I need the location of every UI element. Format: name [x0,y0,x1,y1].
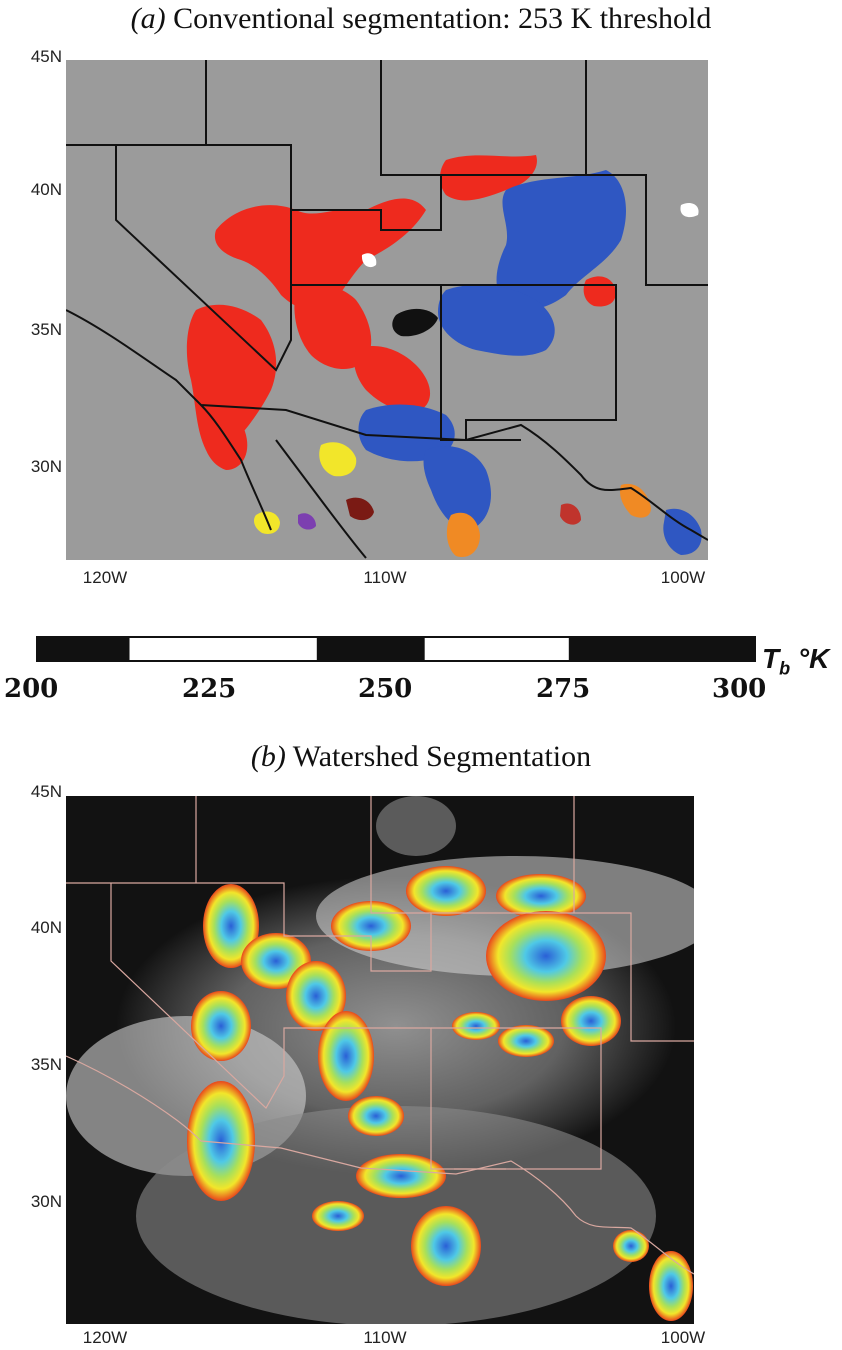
colorbar-segment-2 [316,636,425,662]
colorbar-segment-3 [424,636,569,662]
colorbar-frame [36,636,756,662]
colorbar-unit: Tb °K [762,643,829,680]
colorbar-unit-symbol: T [762,643,780,674]
panel-b-lat-35n: 35N [30,1055,62,1074]
panel-b-lon-110w: 110W [363,1328,407,1347]
panel-a-title: (a) Conventional segmentation: 253 K thr… [0,2,842,36]
panel-a-lat-30n: 30N [30,457,62,476]
panel-b-label: (b) [250,740,286,773]
colorbar-segment-0 [36,636,130,662]
panel-a-red-clusters [186,155,616,470]
colorbar-tick-275: 275 [536,674,591,704]
panel-a-borders [66,60,708,559]
panel-a-lat-40n: 40N [30,180,62,199]
colorbar [36,636,756,662]
panel-a-lon-120w: 120W [82,568,128,587]
colorbar-segment-1 [129,636,317,662]
panel-b-convective-cells [187,866,693,1321]
panel-a-lat-45n: 45N [30,47,62,66]
panel-b-lat-45n: 45N [30,782,62,801]
colorbar-segments [36,636,756,662]
colorbar-unit-sub: b [779,658,791,679]
colorbar-tick-225: 225 [182,674,237,704]
colorbar-segment-4 [568,636,756,662]
panel-a-misc-clusters [298,203,699,530]
panel-a-blue-clusters [358,170,702,555]
panel-b-borders [66,796,694,1275]
panel-a-orange-clusters [446,483,651,558]
colorbar-tick-200: 200 [4,674,59,704]
panel-b-title: (b) Watershed Segmentation [0,740,842,774]
colorbar-tick-300: 300 [712,674,767,704]
panel-b-lon-100w: 100W [660,1328,706,1347]
colorbar-tick-250: 250 [358,674,413,704]
panel-b-map [66,796,694,1324]
panel-a-lon-110w: 110W [363,568,407,587]
panel-b-lat-30n: 30N [30,1192,62,1211]
colorbar-unit-tail: °K [790,643,830,674]
panel-a-title-text: Conventional segmentation: 253 K thresho… [173,2,712,35]
panel-a-label: (a) [130,2,166,35]
panel-a-lon-100w: 100W [660,568,706,587]
panel-b-lat-40n: 40N [30,918,62,937]
panel-a-map [66,60,708,560]
panel-a-lat-35n: 35N [30,320,62,339]
panel-a-background [66,60,708,560]
panel-b-title-text: Watershed Segmentation [292,740,592,773]
panel-b-lon-120w: 120W [82,1328,128,1347]
